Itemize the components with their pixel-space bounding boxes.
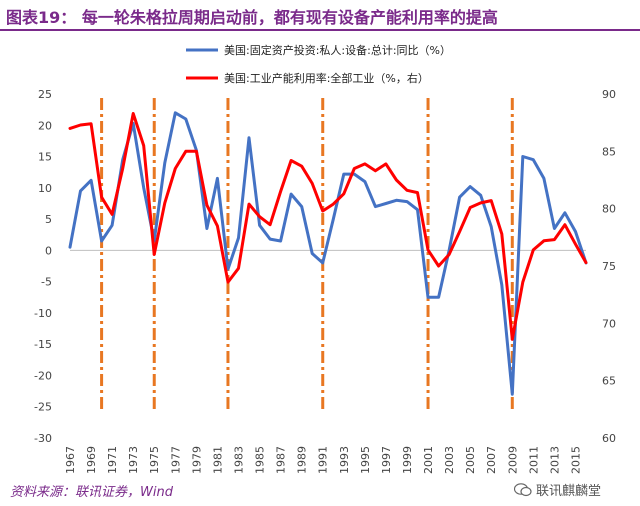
watermark: 联讯麒麟堂 xyxy=(514,480,601,499)
y-left-tick-label: 10 xyxy=(38,182,52,195)
y-right-tick-label: 80 xyxy=(602,203,616,216)
page-title: 图表19： 每一轮朱格拉周期启动前，都有现有设备产能利用率的提高 xyxy=(6,8,498,27)
header: 图表19： 每一轮朱格拉周期启动前，都有现有设备产能利用率的提高 xyxy=(0,0,640,31)
x-tick-label: 1997 xyxy=(380,446,393,474)
y-right-tick-label: 85 xyxy=(602,145,616,158)
x-tick-label: 1975 xyxy=(148,446,161,474)
x-tick-label: 1983 xyxy=(232,446,245,474)
y-right-tick-label: 90 xyxy=(602,88,616,101)
x-tick-label: 2015 xyxy=(569,446,582,474)
cycle-marker-group xyxy=(100,98,514,412)
x-tick-label: 1981 xyxy=(211,446,224,474)
series-line-group xyxy=(68,111,588,396)
x-tick-label: 1979 xyxy=(190,446,203,474)
y-left-tick-label: 0 xyxy=(45,244,52,257)
y-left-tick-label: -15 xyxy=(34,338,52,351)
x-tick-label: 1987 xyxy=(275,446,288,474)
x-tick-label: 1977 xyxy=(169,446,182,474)
x-tick-label: 1973 xyxy=(127,446,140,474)
x-tick-label: 2001 xyxy=(422,446,435,474)
y-right-tick-label: 75 xyxy=(602,260,616,273)
y-left-tick-label: 5 xyxy=(45,213,52,226)
legend-label: 美国:固定资产投资:私人:设备:总计:同比（%） xyxy=(224,43,451,57)
x-tick-label: 1971 xyxy=(106,446,119,474)
series-line-investment xyxy=(68,111,588,396)
y-left-tick-label: -10 xyxy=(34,307,52,320)
x-tick-label: 1989 xyxy=(296,446,309,474)
y-left-tick-label: 20 xyxy=(38,119,52,132)
x-tick-label: 1969 xyxy=(85,446,98,474)
y-left-tick-label: -5 xyxy=(41,276,52,289)
source-note: 资料来源：联讯证券，Wind xyxy=(10,485,173,500)
wechat-icon xyxy=(514,482,532,496)
x-tick-label: 1999 xyxy=(401,446,414,474)
legend-label: 美国:工业产能利用率:全部工业（%，右） xyxy=(224,71,429,85)
y-left-tick-label: 15 xyxy=(38,151,52,164)
x-tick-label: 2013 xyxy=(548,446,561,474)
y-left-tick-label: -20 xyxy=(34,369,52,382)
x-axis: 1967 1969 1971 1973 1975 1977 1979 1981 1983 1985… xyxy=(64,446,582,474)
x-tick-label: 1991 xyxy=(317,446,330,474)
x-tick-label: 1967 xyxy=(64,446,77,474)
y-left-tick-label: -30 xyxy=(34,432,52,445)
x-tick-label: 1985 xyxy=(254,446,267,474)
y-right-tick-label: 65 xyxy=(602,375,616,388)
x-tick-label: 2009 xyxy=(506,446,519,474)
y-right-tick-label: 70 xyxy=(602,317,616,330)
watermark-label: 联讯麒麟堂 xyxy=(536,484,602,499)
y-left-tick-label: -25 xyxy=(34,401,52,414)
x-tick-label: 2007 xyxy=(485,446,498,474)
x-tick-label: 2003 xyxy=(443,446,456,474)
series-line-capacity xyxy=(68,112,588,341)
x-tick-label: 1995 xyxy=(359,446,372,474)
x-tick-label: 2005 xyxy=(464,446,477,474)
y-left-tick-label: 25 xyxy=(38,88,52,101)
x-tick-label: 2011 xyxy=(527,446,540,474)
title-divider xyxy=(0,29,640,31)
y-axis-right: 90 85 80 75 70 65 60 xyxy=(602,88,616,445)
legend: 美国:固定资产投资:私人:设备:总计:同比（%） 美国:工业产能利用率:全部工业（… xyxy=(186,43,451,85)
x-tick-label: 1993 xyxy=(338,446,351,474)
y-axis-left: 25 20 15 10 5 0 -5 -10 -15 -20 -25 -30 xyxy=(34,88,52,445)
y-right-tick-label: 60 xyxy=(602,432,616,445)
